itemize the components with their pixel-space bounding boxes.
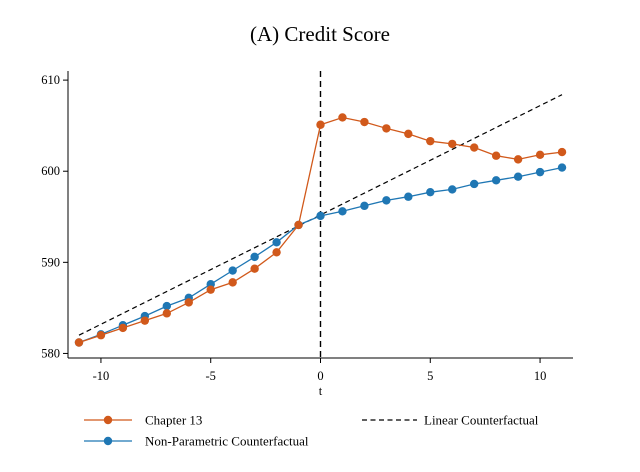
series-point [557,147,567,157]
series-point [316,211,325,221]
x-tick-label: -5 [206,369,216,383]
series-point [557,163,567,172]
series-point [426,187,435,197]
legend-label: Chapter 13 [145,413,202,428]
x-tick-label: -10 [93,369,110,383]
x-tick-label: 0 [317,369,323,383]
series-layer [74,71,567,358]
series-point [535,167,545,177]
series-point [469,143,479,152]
series-point [491,151,501,160]
series-point [228,266,237,275]
x-tick-label: 10 [534,369,547,383]
series-point [272,238,281,247]
y-tick-label: 580 [41,346,60,360]
axes: 580 590 600 610 -10 -5 0 5 10 t [41,71,573,398]
series-point [162,309,172,318]
legend-label: Linear Counterfactual [424,413,539,428]
x-tick-label: 5 [427,369,433,383]
legend-marker [103,436,113,446]
series-point [250,252,259,262]
series-point [360,201,369,211]
series-point [338,207,347,216]
legend: Chapter 13 Non-Parametric Counterfactual L… [84,413,539,449]
series-point [96,331,106,340]
series-point [448,139,457,149]
series-point [535,150,545,160]
y-tick-label: 600 [41,164,60,178]
legend-label: Non-Parametric Counterfactual [145,434,309,449]
series-point [513,172,523,181]
series-point [118,323,128,333]
x-axis-label: t [319,384,323,398]
series-point [404,129,413,139]
series-point [404,192,413,201]
series-point [469,179,479,189]
chart-title: (A) Credit Score [250,22,390,46]
series-point [382,124,391,133]
series-point [206,285,215,294]
legend-marker [103,415,113,425]
series-point [382,196,391,205]
series-point [426,136,435,146]
series-point [140,316,150,325]
y-tick-label: 610 [41,73,60,87]
series-point [74,338,84,347]
series-point [272,248,281,257]
y-tick-label: 590 [41,255,60,269]
series-point [228,278,237,287]
series-point [184,298,193,307]
series-point [513,155,523,164]
series-point [338,113,347,122]
series-point [491,176,501,185]
series-point [360,117,369,127]
series-line [78,94,563,336]
series-point [448,185,457,194]
series-point [316,120,325,129]
series-point [294,220,303,230]
series-point [162,301,172,311]
series-point [250,264,259,273]
